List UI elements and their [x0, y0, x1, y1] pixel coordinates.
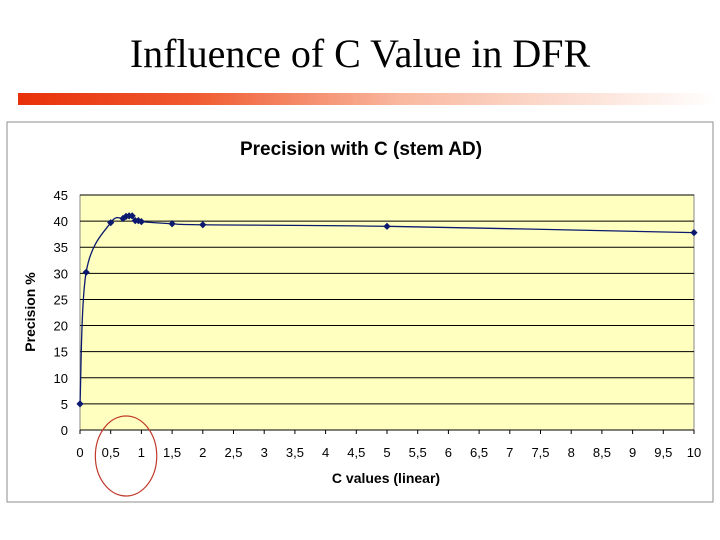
- x-tick-label: 9,5: [654, 445, 672, 460]
- x-axis-label: C values (linear): [332, 470, 440, 486]
- x-tick-label: 6: [445, 445, 452, 460]
- plot-area: [79, 194, 695, 431]
- x-tick-label: 5,5: [409, 445, 427, 460]
- x-tick-label: 0,5: [102, 445, 120, 460]
- data-point: [76, 400, 84, 408]
- y-tick-label: 0: [61, 423, 68, 438]
- y-tick-label: 25: [54, 292, 68, 307]
- y-tick-label: 35: [54, 240, 68, 255]
- x-tick-label: 3,5: [286, 445, 304, 460]
- data-point: [137, 218, 145, 226]
- x-tick-label: 0: [76, 445, 83, 460]
- x-tick-label: 1,5: [163, 445, 181, 460]
- y-tick-label: 40: [54, 214, 68, 229]
- y-tick-label: 45: [54, 188, 68, 203]
- chart-title: Precision with C (stem AD): [240, 139, 482, 160]
- data-point: [82, 268, 90, 276]
- slide-title: Influence of C Value in DFR: [129, 31, 591, 76]
- y-tick-label: 20: [54, 319, 68, 334]
- x-tick-label: 3: [261, 445, 268, 460]
- title-accent-bar: [18, 93, 718, 105]
- series-points: [76, 212, 698, 408]
- data-point: [690, 229, 698, 237]
- x-tick-label: 9: [629, 445, 636, 460]
- data-point: [128, 212, 136, 220]
- data-point: [168, 220, 176, 228]
- x-tick-label: 8,5: [593, 445, 611, 460]
- x-tick-label: 8: [568, 445, 575, 460]
- x-tick-label: 4,5: [347, 445, 365, 460]
- x-tick-label: 1: [138, 445, 145, 460]
- x-tick-label: 4: [322, 445, 329, 460]
- x-axis-ticks: 0 0,5 1 1,5 2 2,5 3 3,5 4 4,5 5 5,5 6 6,5 7 7,5 8 8,5 9 9,5…: [76, 430, 701, 460]
- data-point: [107, 219, 115, 227]
- highlight-circle: [94, 415, 158, 497]
- x-tick-label: 10: [687, 445, 701, 460]
- x-tick-label: 2,5: [224, 445, 242, 460]
- x-tick-label: 5: [383, 445, 390, 460]
- x-tick-label: 2: [199, 445, 206, 460]
- y-axis-label: Precision %: [22, 272, 38, 352]
- x-tick-label: 7: [506, 445, 513, 460]
- data-point: [383, 222, 391, 230]
- x-tick-label: 7,5: [531, 445, 549, 460]
- y-axis-ticks: 0 5 10 15 20 25 30 35 40 45: [54, 188, 68, 438]
- data-point: [199, 221, 207, 229]
- y-tick-label: 15: [54, 345, 68, 360]
- x-tick-label: 6,5: [470, 445, 488, 460]
- y-tick-label: 5: [61, 397, 68, 412]
- y-tick-label: 30: [54, 266, 68, 281]
- y-tick-label: 10: [54, 371, 68, 386]
